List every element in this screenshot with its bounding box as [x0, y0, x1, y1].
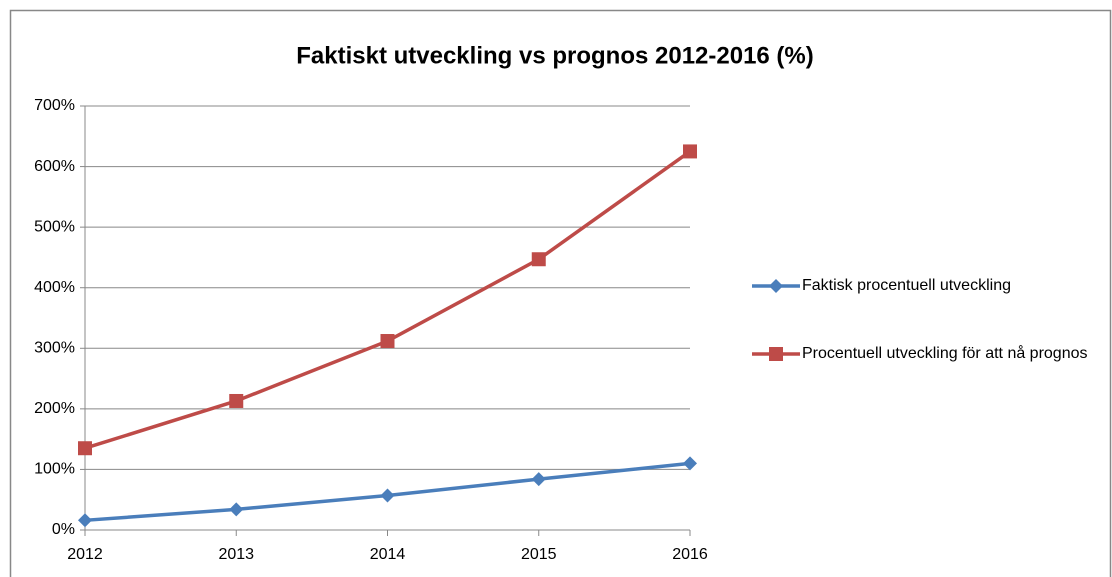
marker [229, 502, 244, 517]
x-tick-label: 2016 [672, 546, 708, 563]
y-tick-label: 300% [34, 340, 75, 357]
marker [78, 513, 92, 528]
y-tick-label: 500% [34, 218, 75, 235]
y-tick-label: 200% [34, 400, 75, 417]
marker [683, 144, 697, 159]
y-tick-label: 0% [52, 521, 75, 538]
marker [683, 456, 697, 471]
x-tick-label: 2012 [67, 546, 103, 563]
marker [380, 334, 395, 349]
y-tick-label: 100% [34, 461, 75, 478]
marker [769, 279, 783, 293]
x-tick-label: 2013 [218, 546, 254, 563]
marker [531, 252, 546, 267]
marker [531, 472, 546, 487]
chart-title: Faktiskt utveckling vs prognos 2012-2016… [296, 42, 814, 69]
y-tick-label: 400% [34, 279, 75, 296]
legend-label: Faktisk procentuell utveckling [802, 277, 1011, 294]
marker [769, 347, 783, 361]
y-tick-label: 600% [34, 158, 75, 175]
y-tick-label: 700% [34, 97, 75, 114]
marker [229, 393, 244, 408]
x-tick-label: 2015 [521, 546, 557, 563]
x-tick-label: 2014 [370, 546, 406, 563]
legend-label: Procentuell utveckling för att nå progno… [802, 345, 1088, 362]
marker [78, 441, 92, 456]
marker [380, 488, 395, 503]
chart-frame [9, 9, 1112, 577]
